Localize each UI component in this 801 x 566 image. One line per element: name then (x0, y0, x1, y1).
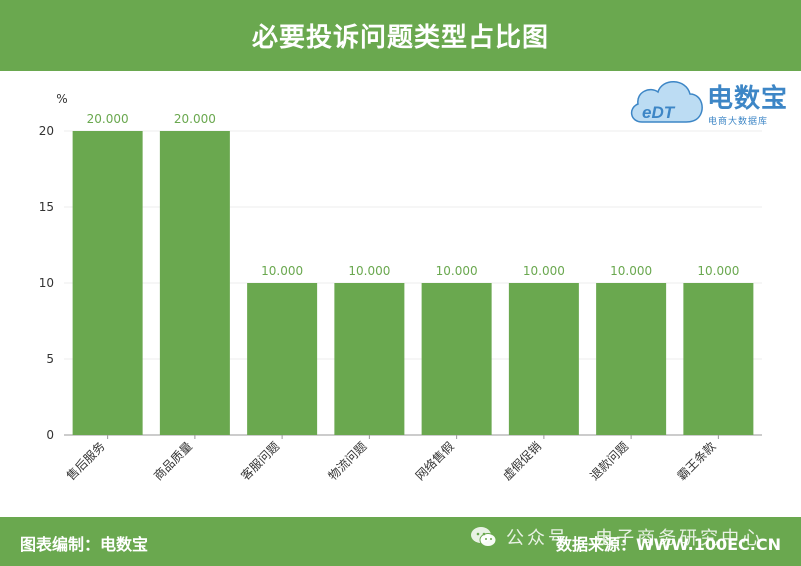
logo-brand: 电数宝 (707, 84, 789, 114)
logo-subtitle: 电商大数据库 (708, 117, 769, 127)
y-tick-label: 10 (39, 276, 54, 290)
data-label: 20.000 (87, 112, 129, 126)
logo-mark-text: eDT (642, 103, 676, 122)
footer-source: 数据来源：WWW.100EC.CN (555, 535, 781, 554)
footer: 图表编制：电数宝 数据来源：WWW.100EC.CN (0, 517, 801, 566)
bar (421, 283, 492, 435)
bar-chart: 0 5 10 15 20% 20.000 售后服务 20.000 商品质量 10.000 客服问题 1… (39, 92, 762, 484)
x-tick-label: 物流问题 (326, 439, 370, 483)
data-label: 20.000 (174, 112, 216, 126)
x-tick-label: 退款问题 (587, 439, 631, 483)
page-title: 必要投诉问题类型占比图 (251, 23, 549, 53)
bar (247, 283, 318, 435)
bar (596, 283, 667, 435)
data-label: 10.000 (523, 264, 565, 278)
y-axis-label: % (56, 92, 67, 106)
y-tick-label: 20 (39, 124, 54, 138)
x-tick-label: 霸王条款 (675, 439, 719, 483)
chart-area: 0 5 10 15 20% 20.000 售后服务 20.000 商品质量 10.000 客服问题 1… (0, 71, 801, 517)
x-tick-label: 客服问题 (238, 439, 283, 484)
wechat-icon (471, 527, 497, 547)
bar (683, 283, 754, 435)
watermark: 公众号 · 电子商务研究中心 (470, 520, 763, 554)
x-tick-label: 商品质量 (150, 439, 195, 484)
x-tick-label: 网络售假 (412, 439, 457, 484)
data-label: 10.000 (610, 264, 652, 278)
footer-credit: 图表编制：电数宝 (20, 535, 149, 554)
cloud-logo-icon: eDT (630, 81, 703, 123)
bar (508, 283, 579, 435)
bar (334, 283, 405, 435)
data-label: 10.000 (436, 264, 478, 278)
y-tick-label: 15 (39, 200, 54, 214)
x-tick-label: 售后服务 (63, 439, 108, 484)
data-label: 10.000 (697, 264, 739, 278)
data-label: 10.000 (261, 264, 303, 278)
bar (72, 131, 143, 435)
x-tick-label: 虚假促销 (500, 439, 544, 483)
data-label: 10.000 (348, 264, 390, 278)
y-tick-label: 5 (46, 352, 54, 366)
bar (159, 131, 230, 435)
watermark-text: 公众号 · 电子商务研究中心 (506, 528, 764, 549)
y-tick-label: 0 (46, 428, 54, 442)
chart-header: 必要投诉问题类型占比图 (0, 0, 801, 71)
logo: eDT 电数宝 电商大数据库 (628, 70, 798, 130)
